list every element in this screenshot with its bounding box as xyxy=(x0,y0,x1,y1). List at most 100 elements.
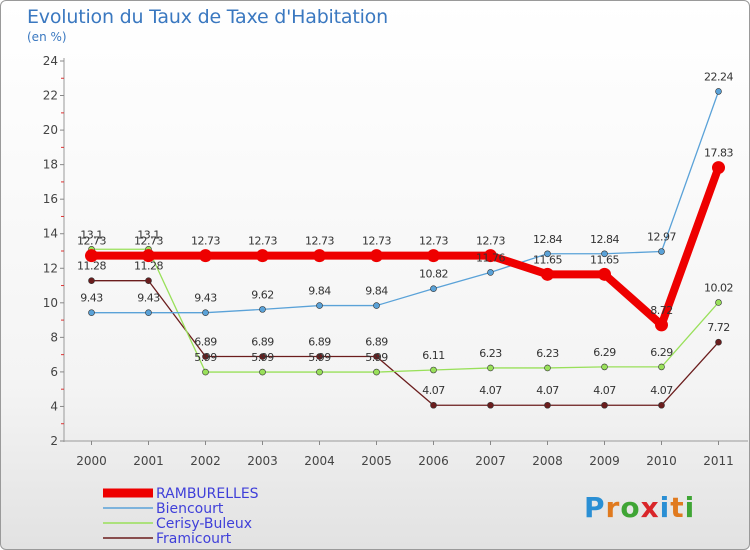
data-label-ramburelles: 11.65 xyxy=(590,253,619,266)
data-label-biencourt: 9.62 xyxy=(251,288,274,301)
logo-letter: i xyxy=(684,491,696,524)
data-point-biencourt xyxy=(145,309,152,316)
data-label-cerisy-buleux: 5.99 xyxy=(251,351,274,364)
legend-label-framicourt: Framicourt xyxy=(156,531,232,547)
data-label-cerisy-buleux: 6.23 xyxy=(536,347,559,360)
data-point-ramburelles xyxy=(199,249,212,263)
data-label-cerisy-buleux: 5.99 xyxy=(365,351,388,364)
data-point-biencourt xyxy=(544,250,551,258)
data-point-cerisy-buleux xyxy=(487,364,494,372)
data-label-framicourt: 6.89 xyxy=(308,336,331,349)
data-point-framicourt xyxy=(373,353,380,360)
x-tick-label: 2003 xyxy=(247,454,278,468)
data-point-framicourt xyxy=(259,353,266,360)
x-tick-label: 2000 xyxy=(76,454,107,468)
x-tick-label: 2010 xyxy=(646,454,677,468)
series-line-cerisy-buleux xyxy=(90,248,720,373)
data-label-ramburelles: 8.72 xyxy=(650,304,673,317)
data-label-framicourt: 4.07 xyxy=(593,384,616,397)
data-label-framicourt: 4.07 xyxy=(422,384,445,397)
logo-letter: i xyxy=(659,491,671,524)
data-point-cerisy-buleux xyxy=(601,363,608,371)
y-tick-label: 14 xyxy=(43,227,58,241)
data-point-framicourt xyxy=(544,401,551,409)
data-point-biencourt xyxy=(373,302,380,309)
y-tick-label: 16 xyxy=(43,192,58,206)
data-label-cerisy-buleux: 5.99 xyxy=(308,351,331,364)
data-point-ramburelles xyxy=(484,249,497,263)
data-label-biencourt: 12.84 xyxy=(533,233,562,246)
data-point-biencourt xyxy=(487,269,494,276)
legend-label-biencourt: Biencourt xyxy=(156,501,224,517)
y-tick-label: 12 xyxy=(43,261,58,275)
data-point-cerisy-buleux xyxy=(544,364,551,372)
data-label-cerisy-buleux: 5.99 xyxy=(194,351,217,364)
data-point-biencourt xyxy=(715,88,722,95)
y-tick-label: 2 xyxy=(50,434,58,448)
data-point-cerisy-buleux xyxy=(373,368,380,376)
logo-letter: r xyxy=(605,491,621,524)
logo-letter: P xyxy=(584,491,606,524)
data-point-biencourt xyxy=(316,302,323,309)
data-point-cerisy-buleux xyxy=(259,368,266,376)
x-tick-label: 2005 xyxy=(361,454,392,468)
data-label-biencourt: 9.84 xyxy=(365,285,388,298)
legend-label-cerisy-buleux: Cerisy-Buleux xyxy=(156,516,252,532)
series-line-ramburelles xyxy=(87,163,723,329)
data-label-framicourt: 11.28 xyxy=(77,260,106,273)
y-tick-label: 18 xyxy=(43,158,58,172)
x-tick-label: 2009 xyxy=(589,454,620,468)
y-tick-label: 22 xyxy=(43,89,58,103)
data-label-cerisy-buleux: 6.29 xyxy=(650,346,673,359)
data-point-framicourt xyxy=(88,277,95,285)
y-tick-label: 8 xyxy=(50,330,58,344)
data-point-biencourt xyxy=(259,306,266,313)
logo-letter: t xyxy=(670,491,685,524)
data-point-biencourt xyxy=(202,309,209,316)
data-point-framicourt xyxy=(658,401,665,409)
data-label-cerisy-buleux: 6.11 xyxy=(422,349,445,362)
x-tick-label: 2002 xyxy=(190,454,221,468)
data-label-framicourt: 7.72 xyxy=(707,321,730,334)
data-point-ramburelles xyxy=(85,249,98,263)
data-label-framicourt: 4.07 xyxy=(479,384,502,397)
data-point-cerisy-buleux xyxy=(202,368,209,376)
data-label-biencourt: 9.43 xyxy=(80,292,103,305)
y-tick-label: 4 xyxy=(50,399,58,413)
data-point-cerisy-buleux xyxy=(430,366,437,374)
data-point-ramburelles xyxy=(712,161,725,175)
data-label-biencourt: 9.84 xyxy=(308,285,331,298)
data-point-framicourt xyxy=(487,401,494,409)
data-label-ramburelles: 12.73 xyxy=(191,235,220,248)
data-point-biencourt xyxy=(430,285,437,292)
data-label-ramburelles: 12.73 xyxy=(362,235,391,248)
data-label-cerisy-buleux: 10.02 xyxy=(704,281,733,294)
y-tick-label: 6 xyxy=(50,365,58,379)
data-point-ramburelles xyxy=(655,318,668,332)
x-tick-label: 2004 xyxy=(304,454,335,468)
legend-label-ramburelles: RAMBURELLES xyxy=(156,486,259,502)
data-label-biencourt: 12.97 xyxy=(647,231,676,244)
data-point-ramburelles xyxy=(598,267,611,281)
y-tick-label: 20 xyxy=(43,123,58,137)
data-point-framicourt xyxy=(601,401,608,409)
data-point-ramburelles xyxy=(427,249,440,263)
data-label-biencourt: 12.84 xyxy=(590,233,619,246)
logo-letter: x xyxy=(640,491,660,524)
data-label-framicourt: 4.07 xyxy=(536,384,559,397)
data-label-ramburelles: 12.73 xyxy=(419,235,448,248)
data-label-ramburelles: 17.83 xyxy=(704,147,733,160)
data-point-framicourt xyxy=(316,353,323,360)
data-label-framicourt: 4.07 xyxy=(650,384,673,397)
data-point-framicourt xyxy=(715,338,722,346)
data-point-ramburelles xyxy=(256,249,269,263)
data-point-ramburelles xyxy=(541,267,554,281)
data-label-framicourt: 11.28 xyxy=(134,260,163,273)
data-point-biencourt xyxy=(658,248,665,255)
series-line-biencourt xyxy=(90,90,720,314)
data-point-cerisy-buleux xyxy=(316,368,323,376)
data-point-framicourt xyxy=(145,277,152,285)
data-label-framicourt: 6.89 xyxy=(365,336,388,349)
